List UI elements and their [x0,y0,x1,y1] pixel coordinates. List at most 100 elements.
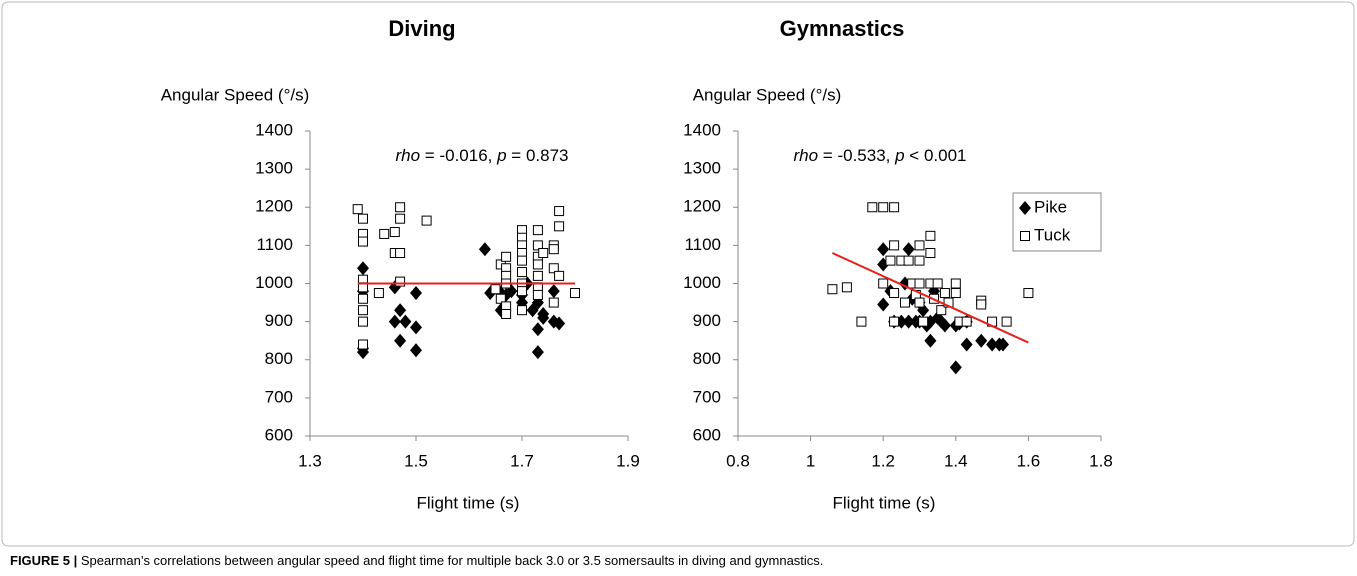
tuck-point [856,316,867,327]
tuck-point [379,228,390,239]
legend-marker [1019,201,1031,215]
y-tick-label: 1100 [684,235,721,254]
legend-label: Tuck [1034,225,1071,244]
y-tick-label: 1400 [683,120,721,139]
y-tick-label: 900 [265,311,293,330]
tuck-point [517,286,527,297]
pike-point [902,314,915,329]
tuck-point [1001,316,1012,327]
annotation-part: p [496,146,506,165]
legend-label: Pike [1034,197,1067,216]
y-tick-label: 800 [265,349,293,368]
tuck-point [878,278,889,289]
tuck-point [395,276,406,287]
tuck-point [889,288,900,299]
tuck-point [495,293,506,304]
tuck-point [532,259,543,270]
tuck-point [932,278,943,289]
tuck-point [373,288,384,299]
annotation-part: = -0.016, [420,146,497,165]
pike-point [537,307,550,321]
y-axis-label: Angular Speed (°/s) [161,85,310,104]
annotation-part: = 0.873 [507,146,569,165]
trendline [831,252,1029,344]
tuck-point [939,288,950,299]
tuck-point [358,339,368,350]
tuck-point [554,270,565,281]
annotation-part: rho [794,146,819,165]
tuck-point [827,284,838,295]
pike-point [357,261,369,276]
tuck-point [490,284,501,295]
pike-point [531,322,544,337]
x-tick-label: 1.3 [298,451,322,470]
tuck-point [554,206,565,217]
x-tick-label: 1.5 [404,451,428,470]
pike-point [924,333,937,348]
tuck-point [1023,288,1034,299]
tuck-point [878,202,889,213]
pike-point [877,242,890,257]
pike-point [394,303,407,318]
tuck-point [352,204,363,215]
pike-point [410,343,422,358]
pike-point [938,318,951,333]
tuck-point [358,293,368,304]
tuck-point [885,255,896,266]
tuck-point [517,255,527,266]
y-tick-label: 1300 [255,159,293,178]
tuck-point [532,289,543,300]
pike-point [410,320,422,335]
y-tick-label: 900 [693,311,721,330]
x-tick-label: 1.6 [1017,451,1041,470]
figure-border [1,1,1355,547]
x-tick-label: 1.9 [616,451,640,470]
tuck-point [950,288,961,299]
pike-point [975,333,988,348]
tuck-point [548,297,559,308]
legend-item: Pike [1019,197,1067,216]
x-tick-label: 1.2 [871,451,895,470]
legend-box [1012,192,1102,252]
tuck-point [501,251,512,262]
annotation-part: p [894,146,904,165]
tuck-point [358,316,368,327]
chart-title: Diving [388,16,455,41]
annotation-part: < 0.001 [905,146,967,165]
tuck-point [899,297,910,308]
tuck-point [570,288,580,299]
x-tick-label: 1.4 [944,451,968,470]
tuck-point [538,248,549,258]
caption-label: FIGURE 5 | [10,553,77,568]
pike-point [399,314,412,329]
y-tick-label: 600 [693,425,721,444]
y-tick-label: 1100 [256,235,293,254]
pike-point [388,314,401,329]
pike-point [531,345,544,360]
tuck-point [914,278,925,289]
y-tick-label: 1000 [255,273,293,292]
tuck-point [517,267,527,278]
tuck-point [976,299,987,310]
tuck-point [936,305,947,316]
x-tick-label: 1.8 [1089,451,1113,470]
tuck-point [925,248,936,258]
x-axis-label: Flight time (s) [417,493,520,512]
tuck-point [554,221,565,232]
tuck-point [548,244,559,255]
tuck-point [889,240,900,251]
tuck-point [517,305,527,316]
pike-point [986,337,999,352]
annotation: rho = -0.016, p = 0.873 [396,146,569,165]
pike-point [877,297,890,312]
tuck-point [867,202,878,213]
x-tick-label: 1.7 [510,451,534,470]
annotation-part: = -0.533, [818,146,895,165]
y-tick-label: 1000 [683,273,721,292]
y-tick-label: 700 [265,387,293,406]
y-tick-label: 1200 [683,197,721,216]
pike-point [996,337,1009,352]
y-tick-label: 700 [693,387,721,406]
tuck-point [358,213,368,224]
